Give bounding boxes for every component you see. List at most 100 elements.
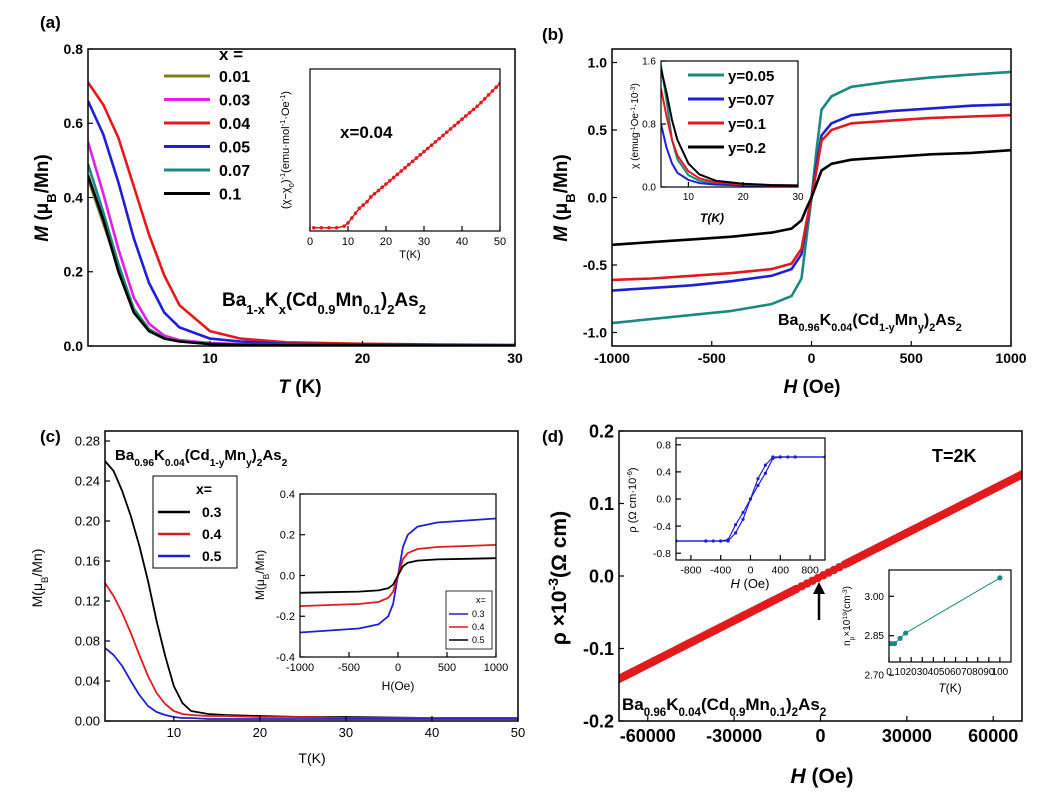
data-point bbox=[793, 455, 797, 459]
x-tick-label: 60000 bbox=[968, 726, 1018, 746]
text-part: 0.1 bbox=[363, 302, 381, 317]
x-tick-label: -500 bbox=[338, 662, 360, 674]
text-part: H bbox=[790, 765, 806, 788]
inset-y-label: (χ−χ0)-1(emu·mol-1·Oe-1) bbox=[278, 91, 296, 209]
data-point bbox=[1017, 470, 1022, 479]
inset-ticks: -800 -400 0 400 800 -0.8 -0.4 0.0 0.4 0.8 bbox=[653, 439, 819, 576]
x-tick-label: -800 bbox=[680, 565, 701, 577]
text-part: -1 bbox=[630, 107, 637, 113]
y-tick-label: 0.4 bbox=[656, 467, 671, 479]
text-part: Ba bbox=[115, 447, 135, 464]
x-tick-label: -400 bbox=[710, 565, 731, 577]
x-tick-label: 50 bbox=[494, 236, 506, 248]
y-tick-label: 0.0 bbox=[588, 189, 608, 205]
panel-c-frame bbox=[104, 430, 519, 722]
inset-annotation: x=0.04 bbox=[340, 123, 393, 142]
text-part: As bbox=[798, 695, 820, 714]
x-axis-label: H (Oe) bbox=[783, 377, 840, 398]
text-part: ρ ×10 bbox=[548, 591, 571, 645]
legend-label: 0.4 bbox=[202, 526, 222, 542]
x-tick-label: 30 bbox=[418, 236, 430, 248]
text-part: K bbox=[666, 695, 679, 714]
legend-label: 0.04 bbox=[219, 116, 250, 133]
text-part: T bbox=[938, 681, 947, 695]
legend-label: 0.03 bbox=[219, 93, 250, 110]
y-tick-label: 2.85 bbox=[865, 631, 885, 642]
text-part: M bbox=[32, 225, 53, 242]
inset-series bbox=[676, 455, 825, 543]
x-tick-label: 40 bbox=[456, 236, 468, 248]
y-tick-label: 0.4 bbox=[64, 189, 84, 205]
legend-title: x = bbox=[219, 45, 243, 64]
x-tick-label: 90 bbox=[983, 667, 995, 678]
text-part: x bbox=[279, 302, 287, 317]
text-part: ) bbox=[924, 312, 929, 329]
y-tick-label: 0.28 bbox=[75, 434, 100, 449]
y-tick-label: 0.0 bbox=[280, 570, 295, 582]
inset-legend-label: 0.3 bbox=[472, 609, 485, 619]
x-tick-label: 30000 bbox=[882, 726, 932, 746]
x-tick-label: 0 bbox=[886, 667, 892, 678]
text-part: 2 bbox=[792, 707, 798, 719]
text-part: n bbox=[842, 640, 853, 646]
inset2-x-label: T(K) bbox=[938, 681, 961, 695]
data-point bbox=[726, 539, 730, 543]
text-part: Ba bbox=[222, 290, 247, 311]
legend-label: y=0.07 bbox=[728, 92, 774, 109]
inset-line bbox=[313, 83, 500, 229]
text-part: (cm bbox=[842, 595, 853, 612]
x-tick-label: 800 bbox=[801, 565, 819, 577]
data-point bbox=[719, 539, 723, 543]
x-axis-label: T (K) bbox=[278, 377, 321, 398]
text-part: ) bbox=[280, 179, 292, 183]
panel-label: (d) bbox=[542, 427, 564, 446]
inset-bg bbox=[310, 69, 500, 231]
y-axis-label: M(μB/Mn) bbox=[29, 549, 51, 608]
text-part: ) bbox=[842, 586, 853, 589]
text-part: -1 bbox=[278, 120, 287, 127]
data-point bbox=[741, 517, 745, 521]
y-axis-label: M (μB/Mn) bbox=[32, 154, 59, 242]
data-point bbox=[756, 483, 760, 488]
text-part: As bbox=[394, 290, 418, 311]
legend-label: 0.01 bbox=[219, 69, 250, 86]
y-axis-label: M (μB/Mn) bbox=[551, 154, 578, 242]
data-point bbox=[748, 497, 753, 501]
y-tick-label: 0.4 bbox=[280, 489, 295, 501]
x-tick-label: 10 bbox=[167, 725, 181, 740]
x-tick-label: 500 bbox=[438, 662, 456, 674]
x-tick-label: 10 bbox=[683, 192, 695, 203]
inset-series bbox=[312, 81, 500, 230]
x-tick-label: 20 bbox=[906, 667, 918, 678]
legend-label: y=0.2 bbox=[728, 140, 766, 157]
inset-x-label: H (Oe) bbox=[730, 576, 769, 591]
y-tick-label: 0.0 bbox=[656, 494, 671, 506]
data-point bbox=[734, 531, 738, 535]
legend-label: 0.1 bbox=[219, 187, 241, 204]
text-part: (Cd bbox=[286, 290, 318, 311]
text-part: 2 bbox=[419, 302, 426, 317]
text-part: ) bbox=[252, 447, 257, 464]
text-part: (μ bbox=[551, 203, 572, 226]
y-tick-label: 2.70 bbox=[865, 671, 885, 682]
text-part: ·Oe bbox=[280, 101, 292, 119]
text-part: /Mn) bbox=[29, 549, 45, 577]
y-tick-label: 0.2 bbox=[589, 421, 614, 441]
panel-label: (c) bbox=[40, 427, 61, 446]
y-tick-label: 0.2 bbox=[280, 530, 295, 542]
x-tick-label: 0 bbox=[815, 726, 825, 746]
y-tick-label: 0.0 bbox=[589, 566, 614, 586]
x-tick-label: 70 bbox=[961, 667, 973, 678]
inset-legend-title: x= bbox=[476, 595, 486, 605]
panel-label: (b) bbox=[542, 25, 564, 44]
x-tick-label: 10 bbox=[342, 236, 354, 248]
text-part: 2 bbox=[257, 458, 263, 469]
text-part: ) bbox=[381, 290, 387, 311]
text-part: 0.9 bbox=[318, 302, 336, 317]
panel-c-ticks: 10 20 30 40 500.000.040.080.120.160.200.240.… bbox=[75, 434, 526, 740]
data-point bbox=[741, 510, 745, 515]
y-tick-label: 1.6 bbox=[642, 57, 656, 68]
inset2-y-label: np×1019(cm-3) bbox=[842, 586, 856, 646]
text-part: B bbox=[563, 193, 578, 202]
